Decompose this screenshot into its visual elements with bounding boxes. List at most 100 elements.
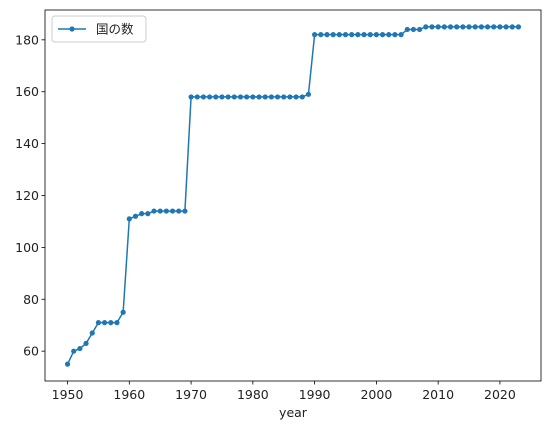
x-tick-label: 1980 xyxy=(237,387,269,402)
data-point xyxy=(64,361,71,367)
data-point xyxy=(281,94,287,100)
legend: 国の数 xyxy=(51,15,147,43)
data-point xyxy=(132,213,139,219)
data-point xyxy=(95,320,102,326)
data-point xyxy=(262,94,268,100)
data-point xyxy=(108,320,114,326)
data-point xyxy=(237,94,244,100)
data-point xyxy=(151,208,157,214)
data-point xyxy=(429,24,435,30)
data-point xyxy=(250,94,256,100)
data-point xyxy=(194,94,200,100)
data-point xyxy=(114,320,120,326)
data-point xyxy=(231,94,237,100)
data-point xyxy=(324,32,330,38)
y-tick-label: 60 xyxy=(23,344,39,359)
legend-marker-swatch xyxy=(69,26,75,32)
data-point xyxy=(293,94,299,100)
data-point xyxy=(379,32,386,38)
y-axis-ticks: 60 80 100 120 140 160 180 xyxy=(15,32,45,359)
data-point xyxy=(367,32,373,38)
data-point xyxy=(484,24,491,30)
data-point xyxy=(139,211,145,217)
data-point xyxy=(176,208,182,214)
data-point xyxy=(349,32,355,38)
data-point xyxy=(157,208,163,214)
series-layer xyxy=(64,24,522,367)
data-point xyxy=(330,32,336,38)
data-point xyxy=(491,24,497,30)
data-point xyxy=(392,32,398,38)
x-tick-label: 1950 xyxy=(52,387,84,402)
data-point xyxy=(404,26,410,33)
data-point xyxy=(163,208,169,214)
x-tick-label: 1990 xyxy=(299,387,331,402)
data-point xyxy=(145,211,151,217)
data-point xyxy=(200,94,207,100)
data-point xyxy=(305,91,312,97)
x-axis-label: year xyxy=(279,405,308,420)
data-point xyxy=(336,32,342,38)
data-point xyxy=(454,24,460,30)
plot-frame xyxy=(44,9,542,382)
data-point xyxy=(77,345,83,352)
data-point xyxy=(373,32,379,38)
x-tick-label: 2010 xyxy=(422,387,454,402)
data-point xyxy=(361,32,367,38)
legend-frame xyxy=(51,15,147,43)
data-point xyxy=(89,330,95,336)
x-axis-ticks: 1950 1960 1970 1980 1990 2000 2010 2020 xyxy=(52,381,516,402)
x-tick-label: 2020 xyxy=(484,387,516,402)
data-point xyxy=(435,24,441,30)
data-point xyxy=(71,348,77,354)
data-point xyxy=(410,26,417,33)
data-point xyxy=(447,24,454,30)
data-point xyxy=(497,24,503,30)
data-point xyxy=(256,94,262,100)
data-point xyxy=(386,32,392,38)
data-point xyxy=(398,32,404,38)
y-tick-label: 180 xyxy=(15,32,39,47)
data-point xyxy=(182,208,188,214)
data-point xyxy=(213,94,219,100)
y-tick-label: 120 xyxy=(15,188,39,203)
x-tick-label: 1970 xyxy=(175,387,207,402)
data-point xyxy=(441,24,447,30)
data-point xyxy=(515,24,522,30)
data-point xyxy=(102,320,108,326)
data-point xyxy=(318,32,324,38)
y-tick-label: 100 xyxy=(15,240,39,255)
data-point xyxy=(417,26,423,33)
data-point xyxy=(472,24,478,30)
data-point xyxy=(312,32,318,38)
data-point xyxy=(466,24,472,30)
data-point xyxy=(509,24,515,30)
data-point xyxy=(268,94,274,100)
y-tick-label: 80 xyxy=(23,292,39,307)
x-tick-label: 1960 xyxy=(113,387,145,402)
y-tick-label: 140 xyxy=(15,136,39,151)
data-point xyxy=(83,340,89,346)
y-tick-label: 160 xyxy=(15,84,39,99)
data-point xyxy=(355,32,361,38)
data-point xyxy=(287,94,293,100)
x-tick-label: 2000 xyxy=(360,387,392,402)
data-point xyxy=(188,94,194,100)
data-point xyxy=(299,94,305,100)
data-point xyxy=(169,208,176,214)
data-point xyxy=(274,94,281,100)
data-point xyxy=(126,216,132,222)
data-point xyxy=(207,94,213,100)
data-point xyxy=(503,24,509,30)
data-point xyxy=(225,94,231,100)
legend-label: 国の数 xyxy=(96,22,134,37)
data-point xyxy=(342,32,349,38)
data-point xyxy=(244,94,250,100)
data-point xyxy=(478,24,484,30)
data-point xyxy=(120,309,126,315)
data-point xyxy=(460,24,466,30)
data-point xyxy=(423,24,429,30)
data-point xyxy=(219,94,225,100)
plot-area xyxy=(45,10,541,381)
